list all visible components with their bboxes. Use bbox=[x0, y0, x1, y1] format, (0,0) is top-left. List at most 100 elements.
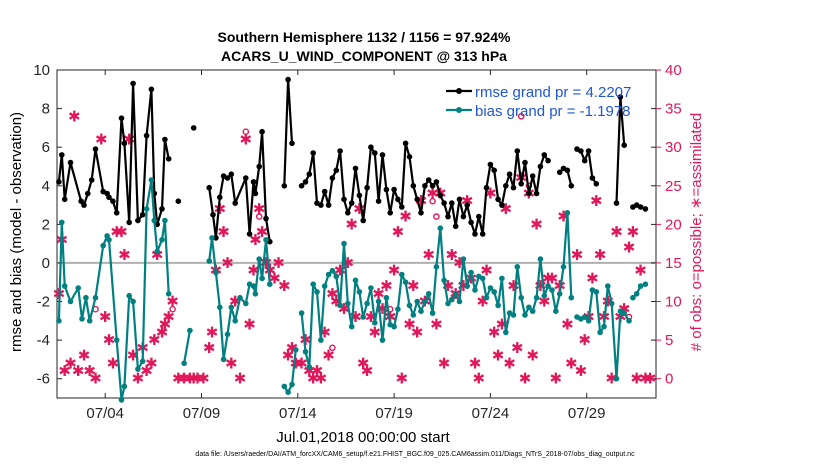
rmse-point bbox=[564, 167, 571, 174]
obs-assimilated-point: ✱ bbox=[103, 331, 116, 349]
obs-assimilated-point: ✱ bbox=[542, 269, 555, 287]
legend-bias-label: bias grand pr = -1.1978 bbox=[475, 103, 631, 120]
bias-point bbox=[224, 331, 231, 338]
obs-possible-point bbox=[169, 305, 176, 313]
bias-point bbox=[162, 217, 168, 224]
rmse-point bbox=[333, 167, 340, 174]
y-axis-right-label: # of obs: o=possible; ∗=assimilated bbox=[688, 113, 705, 352]
obs-assimilated-point: ✱ bbox=[315, 370, 328, 388]
chart-subtitle: ACARS_U_WIND_COMPONENT @ 313 hPa bbox=[221, 48, 507, 64]
bias-point bbox=[487, 285, 494, 291]
rmse-point bbox=[621, 142, 627, 148]
bias-point bbox=[585, 318, 592, 324]
obs-assimilated-point: ✱ bbox=[184, 370, 197, 388]
bias-point bbox=[252, 291, 259, 297]
obs-possible-point bbox=[329, 344, 336, 352]
rmse-point bbox=[224, 175, 231, 181]
rmse-point bbox=[441, 200, 447, 206]
bias-point bbox=[468, 269, 474, 276]
bias-point bbox=[581, 314, 588, 320]
obs-assimilated-point: ✱ bbox=[546, 269, 559, 287]
rmse-point bbox=[356, 192, 363, 199]
bias-point bbox=[139, 358, 146, 365]
bias-point bbox=[495, 302, 501, 309]
bias-point bbox=[206, 258, 212, 264]
bias-line bbox=[57, 178, 170, 401]
obs-assimilated-point: ✱ bbox=[519, 370, 532, 388]
obs-assimilated-point: ✱ bbox=[89, 370, 102, 388]
bias-point bbox=[503, 329, 509, 336]
bias-point bbox=[642, 281, 649, 288]
obs-assimilated-point: ✱ bbox=[290, 354, 303, 372]
bias-point bbox=[608, 300, 615, 307]
rmse-point bbox=[617, 94, 624, 100]
rmse-point bbox=[510, 184, 517, 191]
rmse-point bbox=[252, 190, 259, 197]
obs-assimilated-point: ✱ bbox=[140, 362, 153, 380]
rmse-point bbox=[321, 188, 328, 195]
rmse-point bbox=[495, 196, 501, 203]
bias-point bbox=[633, 291, 640, 297]
bias-point bbox=[181, 360, 187, 367]
y-left-tick-label: 4 bbox=[42, 178, 50, 195]
rmse-point bbox=[456, 196, 463, 203]
bias-point bbox=[429, 310, 436, 316]
rmse-point bbox=[479, 231, 486, 237]
bias-point bbox=[356, 289, 363, 295]
bias-series bbox=[56, 177, 649, 403]
bias-point bbox=[445, 300, 451, 307]
bias-point bbox=[232, 318, 238, 324]
obs-assimilated-point: ✱ bbox=[372, 285, 385, 303]
obs-possible-point bbox=[433, 213, 440, 220]
rmse-point bbox=[126, 219, 132, 226]
obs-assimilated-point: ✱ bbox=[156, 323, 169, 341]
bias-point bbox=[267, 281, 273, 288]
y-left-tick-label: -2 bbox=[37, 294, 50, 311]
x-axis-label: Jul.01,2018 00:00:00 start bbox=[276, 429, 450, 446]
rmse-point bbox=[159, 206, 165, 212]
obs-assimilated-point: ✱ bbox=[399, 208, 412, 226]
rmse-point bbox=[545, 157, 551, 164]
bias-point bbox=[263, 237, 269, 243]
obs-assimilated-point: ✱ bbox=[550, 370, 563, 388]
obs-assimilated-point: ✱ bbox=[357, 354, 370, 372]
bias-point bbox=[626, 318, 632, 324]
bias-point bbox=[333, 273, 340, 280]
chart-title: Southern Hemisphere 1132 / 1156 = 97.924… bbox=[217, 29, 511, 45]
obs-assimilated-point: ✱ bbox=[469, 354, 482, 372]
rmse-point bbox=[368, 144, 374, 150]
bias-point bbox=[100, 242, 106, 249]
bias-point bbox=[449, 296, 455, 303]
obs-assimilated-point: ✱ bbox=[256, 223, 269, 241]
rmse-point bbox=[213, 235, 219, 241]
rmse-point bbox=[78, 198, 84, 204]
obs-assimilated-point: ✱ bbox=[115, 223, 128, 241]
rmse-point bbox=[110, 198, 116, 204]
x-tick-label: 07/19 bbox=[375, 405, 413, 422]
y-left-tick-label: 8 bbox=[42, 101, 50, 118]
bias-point bbox=[143, 206, 150, 212]
rmse-point bbox=[81, 202, 87, 208]
rmse-point bbox=[514, 148, 521, 154]
rmse-point bbox=[310, 150, 317, 156]
obs-assimilated-point: ✱ bbox=[610, 223, 623, 241]
rmse-point bbox=[429, 183, 436, 189]
rmse-point bbox=[422, 183, 428, 189]
rmse-point bbox=[460, 213, 467, 220]
obs-assimilated-point: ✱ bbox=[278, 277, 291, 295]
rmse-point bbox=[556, 169, 563, 176]
bias-point bbox=[601, 323, 607, 330]
bias-point bbox=[556, 291, 563, 297]
rmse-point bbox=[410, 183, 417, 189]
rmse-point bbox=[263, 215, 269, 222]
obs-assimilated-point: ✱ bbox=[407, 277, 420, 295]
rmse-point bbox=[206, 184, 212, 191]
rmse-point bbox=[345, 210, 351, 216]
obs-assimilated-point: ✱ bbox=[326, 285, 339, 303]
bias-point bbox=[187, 327, 193, 334]
bias-point bbox=[553, 308, 559, 315]
bias-point bbox=[414, 298, 421, 305]
bias-point bbox=[151, 217, 158, 224]
obs-assimilated-point: ✱ bbox=[132, 370, 145, 388]
rmse-point bbox=[476, 213, 482, 220]
